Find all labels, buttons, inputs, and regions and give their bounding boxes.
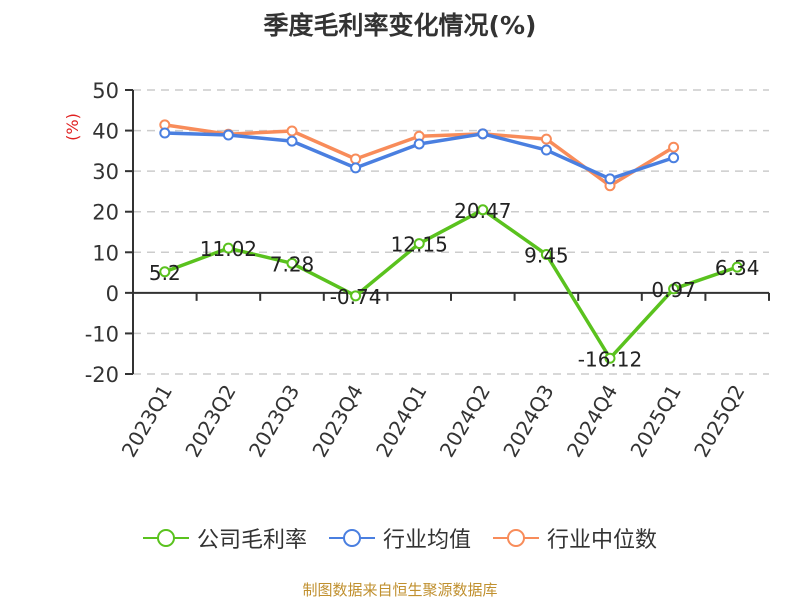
data-point [159, 127, 171, 139]
data-label: -0.74 [330, 285, 382, 309]
data-point [540, 249, 552, 261]
data-label: 5.2 [149, 261, 181, 285]
data-point [350, 153, 362, 165]
x-tick-label: 2023Q1 [117, 381, 177, 462]
x-tick-label: 2024Q3 [498, 381, 558, 462]
series-line [164, 208, 738, 361]
data-point [477, 128, 489, 140]
data-label: 9.45 [524, 244, 569, 268]
x-tick-label: 2023Q3 [244, 381, 304, 462]
data-point [668, 152, 680, 164]
legend: 公司毛利率 行业均值 行业中位数 [0, 522, 800, 554]
y-tick-label: -20 [85, 363, 119, 387]
x-tick-label: 2025Q1 [625, 381, 685, 462]
legend-label: 行业均值 [382, 528, 471, 553]
data-point [286, 135, 298, 147]
data-point [477, 204, 489, 216]
data-point [222, 242, 234, 254]
data-label: 7.28 [270, 252, 315, 276]
legend-line-circle-icon [493, 529, 539, 547]
data-point [540, 133, 552, 145]
x-tick-label: 2023Q2 [180, 381, 240, 462]
data-point [731, 261, 743, 273]
x-tick-label: 2024Q4 [562, 381, 622, 462]
data-point [286, 257, 298, 269]
legend-item-company[interactable]: 公司毛利率 [142, 522, 307, 554]
y-tick-label: 10 [92, 241, 119, 265]
data-point [540, 144, 552, 156]
legend-label: 公司毛利率 [196, 528, 307, 553]
data-point [350, 290, 362, 302]
data-label: 6.34 [715, 256, 760, 280]
legend-item-industry-median[interactable]: 行业中位数 [493, 522, 657, 554]
y-tick-label: 20 [92, 201, 119, 225]
data-source-note: 制图数据来自恒生聚源数据库 [302, 581, 498, 599]
data-point [604, 352, 616, 364]
data-point [668, 283, 680, 295]
y-tick-label: 40 [92, 120, 119, 144]
y-tick-label: 50 [92, 79, 119, 103]
x-tick-label: 2023Q4 [307, 381, 367, 462]
data-point [159, 266, 171, 278]
data-label: 11.02 [200, 237, 257, 261]
data-point [413, 138, 425, 150]
x-tick-label: 2024Q1 [371, 381, 431, 462]
legend-label: 行业中位数 [547, 528, 658, 553]
data-point [413, 238, 425, 250]
legend-line-circle-icon [142, 529, 189, 547]
data-point [350, 162, 362, 174]
y-tick-label: -10 [85, 322, 119, 346]
chart-title: 季度毛利率变化情况(%) [263, 11, 537, 40]
data-point [668, 141, 680, 153]
legend-item-industry-avg[interactable]: 行业均值 [328, 522, 471, 554]
data-point [222, 129, 234, 141]
data-label: 12.15 [391, 233, 448, 257]
data-label: -16.12 [578, 347, 642, 371]
legend-line-circle-icon [328, 529, 375, 547]
data-point [286, 125, 298, 137]
y-tick-label: 30 [92, 160, 119, 184]
y-tick-label: 0 [106, 282, 119, 306]
y-unit-label: (%) [63, 113, 82, 141]
data-label: 20.47 [454, 199, 511, 223]
data-label: 0.97 [651, 278, 696, 302]
x-tick-label: 2025Q2 [689, 381, 749, 462]
x-tick-label: 2024Q2 [435, 381, 495, 462]
data-point [604, 173, 616, 185]
